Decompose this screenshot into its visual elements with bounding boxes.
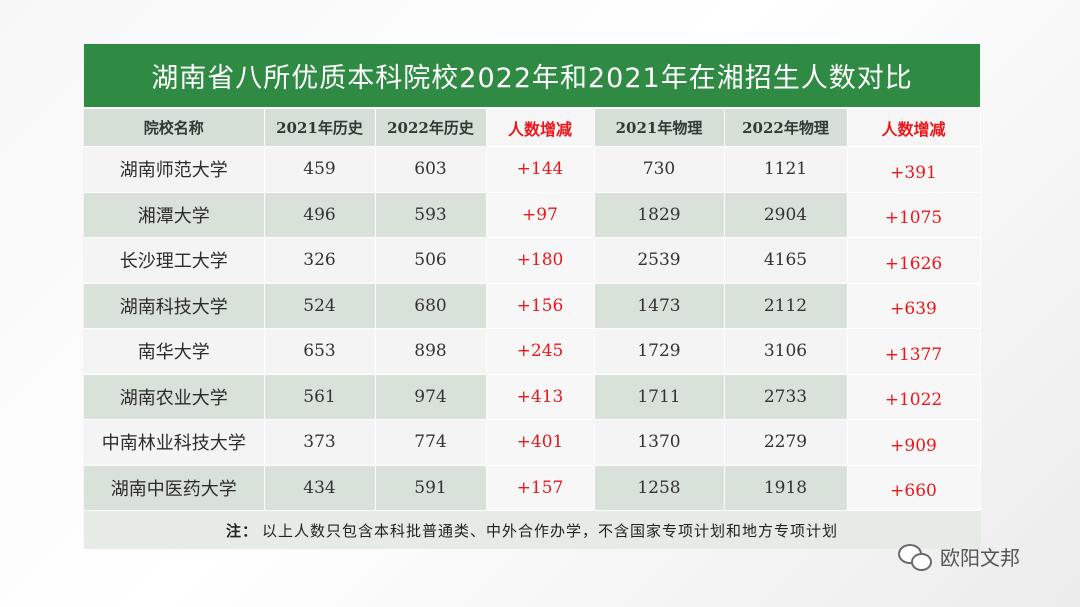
physics-2022: 2904 [724,192,848,238]
history-diff: +180 [486,237,595,284]
enrollment-table: 院校名称 2021年历史 2022年历史 人数增减 2021年物理 2022年物… [84,109,981,511]
physics-2022: 2279 [724,419,848,466]
school-name: 湖南师范大学 [84,146,265,193]
school-name: 湖南农业大学 [84,374,265,420]
header-physics-2022: 2022年物理 [724,109,848,147]
table-row: 长沙理工大学 326 506 +180 2539 4165 +1626 [84,237,981,284]
physics-2021: 1258 [594,465,725,511]
school-name: 湖南科技大学 [84,283,265,329]
history-2021: 434 [264,465,376,511]
physics-diff: +1022 [847,374,981,420]
table-row: 湖南中医药大学 434 591 +157 1258 1918 +660 [84,465,981,511]
history-2021: 561 [264,374,376,420]
history-2021: 373 [264,419,376,466]
table-row: 湖南师范大学 459 603 +144 730 1121 +391 [84,146,981,193]
footnote: 注： 以上人数只包含本科批普通类、中外合作办学，不含国家专项计划和地方专项计划 [84,511,980,549]
physics-2021: 1370 [594,419,725,466]
history-diff: +156 [486,283,595,329]
history-diff: +144 [486,146,595,193]
physics-2022: 3106 [724,328,848,375]
wechat-icon [896,540,932,572]
header-physics-2021: 2021年物理 [594,109,725,147]
school-name: 长沙理工大学 [84,237,265,284]
table-row: 湖南农业大学 561 974 +413 1711 2733 +1022 [84,374,981,420]
history-2022: 898 [375,328,487,375]
school-name: 湘潭大学 [84,192,265,238]
physics-2021: 1729 [594,328,725,375]
table-title: 湖南省八所优质本科院校2022年和2021年在湘招生人数对比 [84,44,980,109]
header-history-2022: 2022年历史 [375,109,487,147]
school-name: 南华大学 [84,328,265,375]
school-name: 湖南中医药大学 [84,465,265,511]
history-2022: 603 [375,146,487,193]
comparison-sheet: 湖南省八所优质本科院校2022年和2021年在湘招生人数对比 院校名称 2021… [84,44,981,549]
history-2021: 524 [264,283,376,329]
history-2022: 680 [375,283,487,329]
table-row: 湖南科技大学 524 680 +156 1473 2112 +639 [84,283,981,329]
history-2021: 496 [264,192,376,238]
physics-2021: 1829 [594,192,725,238]
physics-diff: +1075 [847,192,981,238]
header-physics-diff: 人数增减 [847,109,981,147]
history-diff: +157 [486,465,595,511]
history-diff: +97 [486,192,595,238]
physics-2021: 2539 [594,237,725,284]
physics-diff: +660 [847,465,981,511]
physics-diff: +639 [847,283,981,329]
history-diff: +413 [486,374,595,420]
table-row: 南华大学 653 898 +245 1729 3106 +1377 [84,328,981,375]
header-history-2021: 2021年历史 [264,109,376,147]
account-watermark: 欧阳文邦 [896,540,1020,572]
physics-2021: 1473 [594,283,725,329]
physics-2022: 1121 [724,146,848,193]
history-2022: 974 [375,374,487,420]
history-diff: +401 [486,419,595,466]
table-body: 湖南师范大学 459 603 +144 730 1121 +391 湘潭大学 4… [84,146,981,511]
header-school-name: 院校名称 [84,109,265,147]
physics-diff: +391 [847,146,981,193]
history-2022: 506 [375,237,487,284]
footnote-text: 以上人数只包含本科批普通类、中外合作办学，不含国家专项计划和地方专项计划 [262,521,839,540]
history-2021: 653 [264,328,376,375]
header-history-diff: 人数增减 [486,109,595,147]
physics-2022: 2733 [724,374,848,420]
footnote-label: 注： [225,521,258,540]
physics-2022: 4165 [724,237,848,284]
school-name: 中南林业科技大学 [84,419,265,466]
table-row: 湘潭大学 496 593 +97 1829 2904 +1075 [84,192,981,238]
physics-diff: +1377 [847,328,981,375]
physics-diff: +1626 [847,237,981,284]
watermark-text: 欧阳文邦 [940,545,1020,570]
history-diff: +245 [486,328,595,375]
physics-2021: 730 [594,146,725,193]
history-2022: 591 [375,465,487,511]
physics-diff: +909 [847,419,981,466]
history-2021: 459 [264,146,376,193]
physics-2021: 1711 [594,374,725,420]
history-2022: 593 [375,192,487,238]
history-2022: 774 [375,419,487,466]
physics-2022: 2112 [724,283,848,329]
history-2021: 326 [264,237,376,284]
table-row: 中南林业科技大学 373 774 +401 1370 2279 +909 [84,419,981,466]
physics-2022: 1918 [724,465,848,511]
header-row: 院校名称 2021年历史 2022年历史 人数增减 2021年物理 2022年物… [84,109,981,147]
